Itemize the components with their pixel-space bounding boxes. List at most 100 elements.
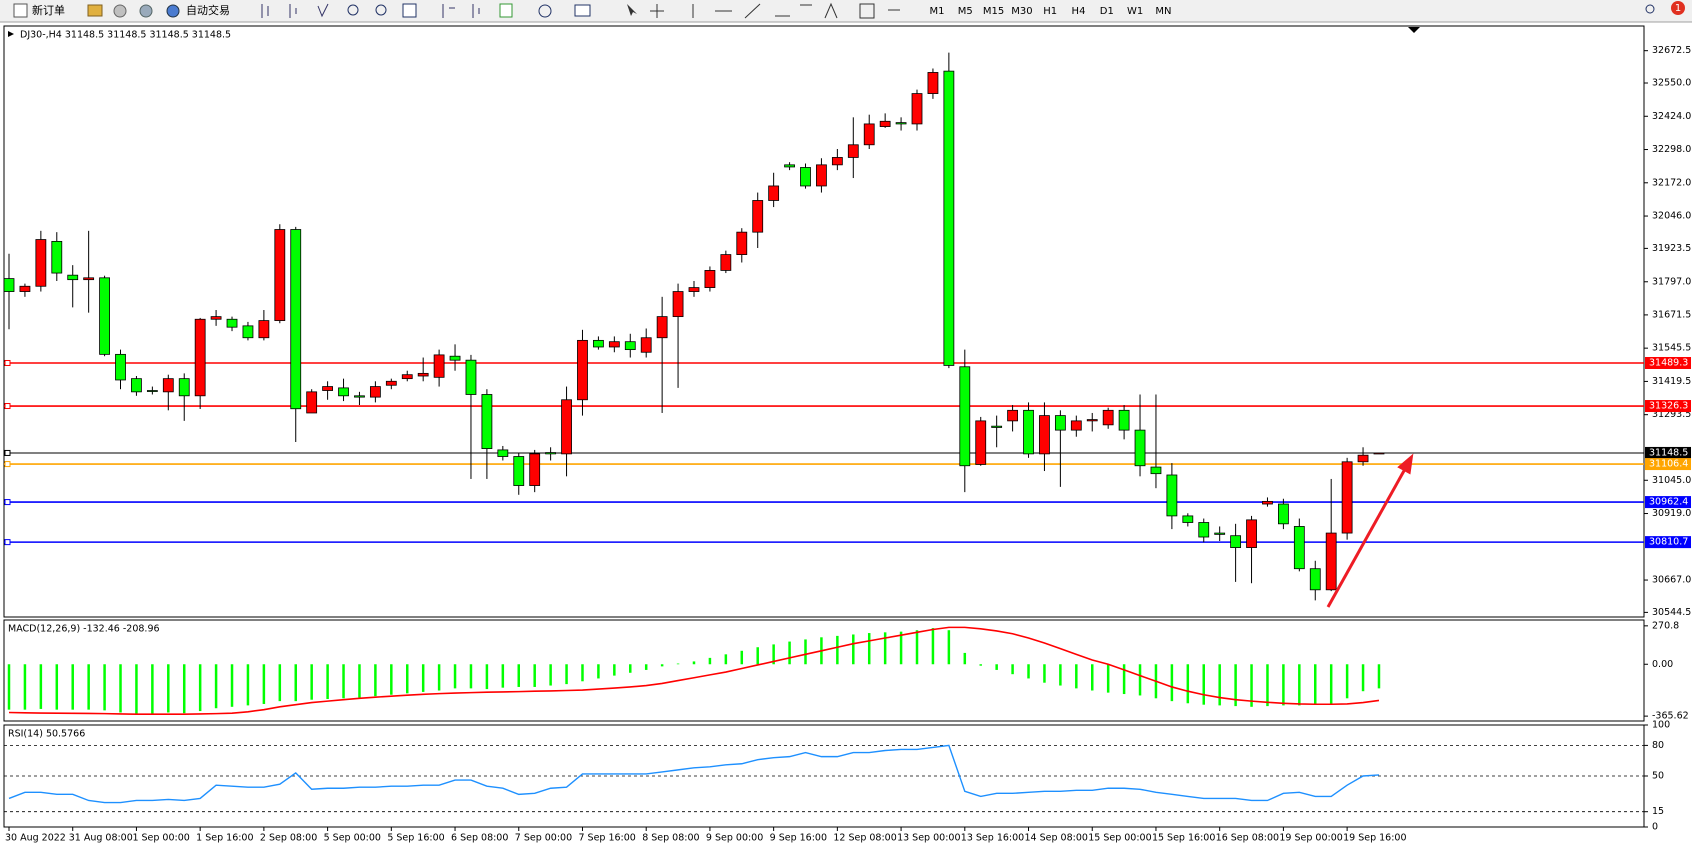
- candle-body: [1230, 535, 1242, 548]
- candle-body: [1325, 532, 1337, 591]
- candle-body: [529, 453, 541, 486]
- zoom-out[interactable]: [375, 4, 387, 16]
- candle-body: [1023, 409, 1034, 455]
- candle-body: [497, 449, 509, 457]
- level-label: 31489.3: [1649, 357, 1688, 368]
- zoom-in[interactable]: [347, 4, 359, 16]
- candle-body: [322, 386, 334, 391]
- cursor-tool[interactable]: [627, 4, 637, 16]
- candle-body: [784, 164, 795, 168]
- new-order-button[interactable]: 新订单: [13, 3, 65, 18]
- icon[interactable]: [139, 4, 153, 18]
- candle-body: [1293, 526, 1305, 570]
- badge-count: 1: [1675, 3, 1681, 14]
- x-tick-label: 19 Sep 16:00: [1343, 833, 1406, 844]
- candle-body: [688, 287, 700, 292]
- timeframe-button[interactable]: H4: [1072, 6, 1086, 17]
- candle-body: [768, 185, 780, 201]
- candle-body: [290, 229, 302, 410]
- y-tick-label: -365.62: [1652, 711, 1689, 722]
- candle-body: [831, 157, 843, 166]
- drawing-tools[interactable]: [650, 2, 900, 19]
- candle-body: [1150, 466, 1162, 475]
- toolbar: 新订单 自动交易 1 M1 M5 M15 M30 H1 H4 D1 W1 MN: [0, 0, 1692, 23]
- y-tick-label: 31671.5: [1652, 309, 1691, 320]
- timeframe-button[interactable]: M15: [983, 6, 1004, 17]
- x-tick-label: 9 Sep 00:00: [706, 833, 763, 844]
- y-tick-label: 32046.0: [1652, 211, 1691, 222]
- candle-body: [1198, 522, 1210, 538]
- y-tick-label: 32550.0: [1652, 78, 1691, 89]
- pane-frame: [3, 619, 1645, 722]
- timeframe-button[interactable]: MN: [1155, 6, 1171, 17]
- x-tick-label: 2 Sep 08:00: [260, 833, 317, 844]
- candle-body: [656, 316, 668, 339]
- candle-body: [847, 144, 859, 158]
- auto-trading-label: 自动交易: [186, 3, 230, 17]
- candle-body: [449, 355, 461, 361]
- candle-body: [863, 123, 875, 146]
- candle-body: [274, 229, 286, 321]
- candle-body: [1373, 452, 1385, 455]
- x-tick-label: 12 Sep 08:00: [833, 833, 896, 844]
- search-icon: [1645, 4, 1655, 14]
- indicators[interactable]: [499, 3, 513, 18]
- candle-body: [354, 395, 365, 398]
- level-label-bg: [1645, 458, 1691, 471]
- candle-body: [577, 339, 588, 401]
- tile-windows[interactable]: [402, 3, 417, 18]
- candle-body: [51, 240, 63, 274]
- timeframe-button[interactable]: D1: [1100, 6, 1114, 17]
- pane-frame: [3, 25, 1645, 618]
- candle-body: [720, 254, 732, 271]
- scroll-icons[interactable]: [442, 4, 480, 18]
- new-order-icon: [13, 3, 28, 18]
- candle-body: [306, 391, 318, 414]
- icon[interactable]: [113, 4, 127, 18]
- timeframe-button[interactable]: M30: [1011, 6, 1032, 17]
- timeframe-button[interactable]: M1: [930, 6, 945, 17]
- candle-body: [146, 390, 158, 392]
- timeframe-button[interactable]: W1: [1127, 6, 1143, 17]
- new-order-label: 新订单: [32, 3, 65, 17]
- annotation-arrow: [1326, 453, 1414, 608]
- level-label-bg: [1645, 536, 1691, 549]
- candle-body: [1357, 454, 1369, 463]
- notification-badge[interactable]: [1671, 1, 1685, 15]
- chart-icons[interactable]: [261, 3, 329, 18]
- x-tick-label: 15 Sep 16:00: [1152, 833, 1215, 844]
- level-label-bg: [1645, 446, 1691, 459]
- auto-trading-button[interactable]: 自动交易: [166, 3, 230, 18]
- timeframe-button[interactable]: M5: [958, 6, 973, 17]
- level-label-bg: [1645, 496, 1691, 509]
- level-marker: [4, 449, 11, 456]
- candle-body: [879, 120, 891, 127]
- x-tick-label: 19 Sep 00:00: [1279, 833, 1342, 844]
- timeframe-button[interactable]: H1: [1043, 6, 1057, 17]
- x-tick-label: 5 Sep 00:00: [324, 833, 381, 844]
- templates[interactable]: [574, 4, 591, 17]
- x-tick-label: 15 Sep 00:00: [1088, 833, 1151, 844]
- candle-body: [800, 167, 811, 187]
- x-tick-label: 13 Sep 00:00: [897, 833, 960, 844]
- x-tick-label: 8 Sep 08:00: [642, 833, 699, 844]
- y-tick-label: 31545.5: [1652, 343, 1691, 354]
- arrow-head: [1397, 453, 1414, 475]
- periods[interactable]: [538, 4, 552, 18]
- candle-body: [816, 164, 827, 187]
- candle-body: [736, 231, 748, 255]
- candle-body: [210, 316, 222, 320]
- candle-body: [178, 378, 190, 397]
- y-tick-label: 30919.0: [1652, 508, 1691, 519]
- candle-body: [242, 325, 254, 339]
- shift-marker: [1408, 27, 1420, 33]
- icon[interactable]: [87, 4, 103, 17]
- level-label: 31326.3: [1649, 401, 1688, 412]
- candle-body: [545, 452, 557, 455]
- x-tick-label: 1 Sep 00:00: [132, 833, 189, 844]
- candle-body: [1278, 503, 1289, 525]
- candle-body: [624, 341, 636, 351]
- level-label-bg: [1645, 400, 1691, 413]
- y-tick-label: 30544.5: [1652, 607, 1691, 618]
- candle-body: [1182, 515, 1194, 523]
